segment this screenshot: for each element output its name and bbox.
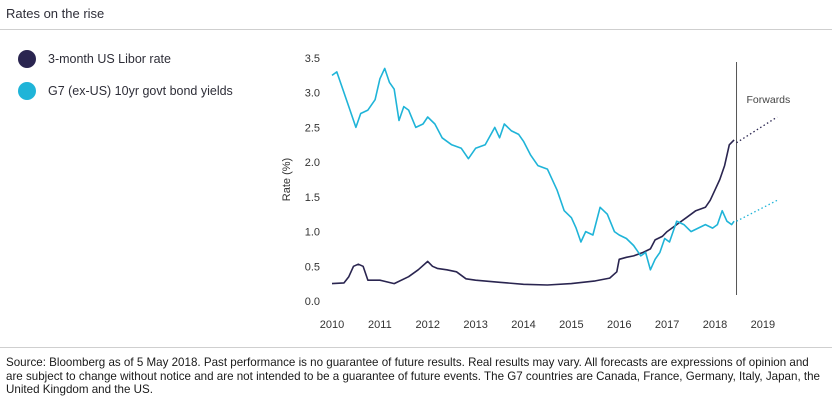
libor-series-line xyxy=(331,139,735,286)
title-divider xyxy=(0,29,832,30)
x-tick-label: 2015 xyxy=(559,319,583,331)
libor-legend-dot xyxy=(18,50,36,68)
x-tick-label: 2011 xyxy=(368,319,392,331)
y-tick-label: 2.5 xyxy=(305,122,320,134)
legend-label-libor: 3-month US Libor rate xyxy=(48,52,171,66)
g7-series-line xyxy=(331,67,735,271)
rates-line-chart: 0.0 0.5 1.0 1.5 2.0 2.5 3.0 3.5 2010 2011 2012 2013… xyxy=(281,53,791,331)
x-tick-label: 2019 xyxy=(751,319,775,331)
legend: 3-month US Libor rate G7 (ex-US) 10yr go… xyxy=(18,50,258,114)
y-tick-label: 2.0 xyxy=(305,157,320,169)
forwards-label: Forwards xyxy=(747,94,791,106)
y-tick-label: 0.0 xyxy=(305,296,320,308)
legend-item-g7: G7 (ex-US) 10yr govt bond yields xyxy=(18,82,258,100)
legend-item-libor: 3-month US Libor rate xyxy=(18,50,258,68)
x-tick-label: 2016 xyxy=(607,319,631,331)
libor-forward-line xyxy=(736,116,778,144)
x-tick-label: 2012 xyxy=(416,319,440,331)
source-note: Source: Bloomberg as of 5 May 2018. Past… xyxy=(6,356,821,396)
y-tick-label: 1.0 xyxy=(305,227,320,239)
chart-title: Rates on the rise xyxy=(6,6,105,21)
y-tick-label: 3.5 xyxy=(305,53,320,65)
x-tick-label: 2017 xyxy=(655,319,679,331)
y-tick-label: 0.5 xyxy=(305,261,320,273)
x-tick-label: 2018 xyxy=(703,319,727,331)
legend-label-g7: G7 (ex-US) 10yr govt bond yields xyxy=(48,84,233,98)
x-tick-label: 2010 xyxy=(320,319,344,331)
source-divider xyxy=(0,347,832,348)
x-tick-label: 2014 xyxy=(511,319,535,331)
y-tick-label: 3.0 xyxy=(305,88,320,100)
y-tick-label: 1.5 xyxy=(305,192,320,204)
g7-forward-line xyxy=(736,199,778,222)
y-axis-label: Rate (%) xyxy=(281,158,293,201)
g7-legend-dot xyxy=(18,82,36,100)
x-tick-label: 2013 xyxy=(463,319,487,331)
